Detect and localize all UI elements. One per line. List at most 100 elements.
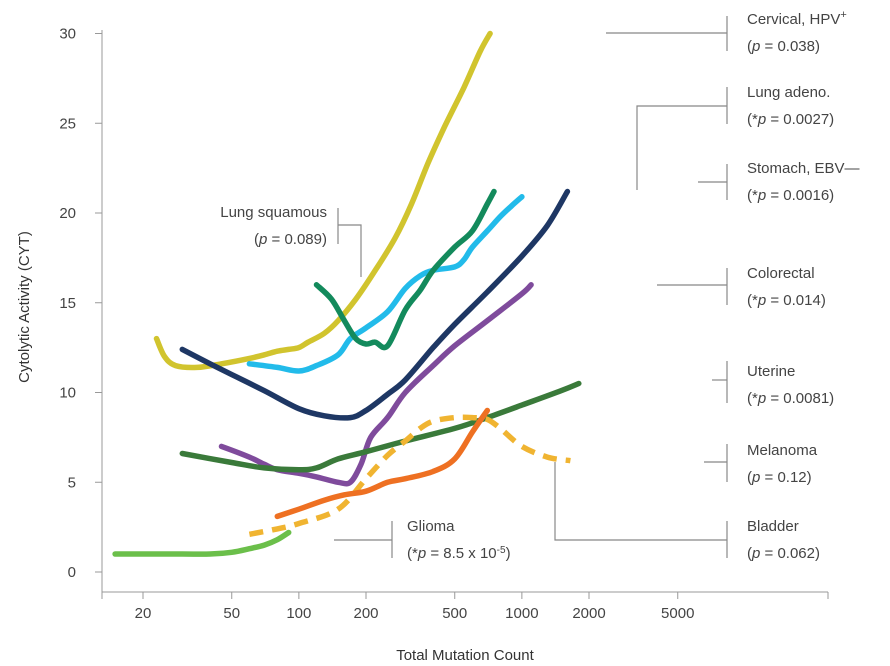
leader-line (636, 105, 727, 190)
pvalue-part: ) (506, 545, 511, 562)
x-ticks: 20 50 100 200 500 1000 2000 5000 (101, 592, 829, 622)
y-tick-label: 20 (59, 205, 76, 222)
pvalue-part: = 0.014) (766, 292, 826, 309)
x-tick-label: 5000 (661, 605, 694, 622)
annotation-lung-squamous: Lung squamous (p = 0.089) (220, 204, 362, 277)
series-line-uterine (179, 380, 582, 473)
pvalue-part: -5 (497, 545, 506, 556)
series-line-stomach-ebv (179, 188, 571, 421)
pvalue-part: (* (747, 292, 758, 309)
annotation-bladder: Bladder(p = 0.062) (554, 462, 820, 562)
series-name-part: Lung adeno. (747, 84, 830, 101)
pvalue-part: = 0.062) (760, 545, 820, 562)
pvalue-part: = 0.0027) (766, 111, 834, 128)
annotation-cervical-hpv: Cervical, HPV+ (p = 0.038) (606, 9, 847, 55)
series-name-part: Cervical, HPV (747, 11, 840, 28)
series-name-part: Melanoma (747, 442, 818, 459)
series-pvalue-label: (p = 0.062) (747, 545, 820, 562)
pvalue-part: p (751, 545, 760, 562)
series-pvalue-label: (*p = 8.5 x 10-5) (407, 545, 511, 563)
pvalue-part: p (417, 545, 426, 562)
y-tick-label: 25 (59, 115, 76, 132)
x-tick-label: 2000 (572, 605, 605, 622)
series-pvalue-label: (*p = 0.014) (747, 292, 826, 309)
series-line-melanoma (248, 414, 571, 537)
series-name-part: — (845, 160, 860, 177)
series-pvalue-label: (p = 0.12) (747, 469, 812, 486)
leader-line (338, 224, 362, 277)
series-name-label: Lung squamous (220, 204, 327, 221)
pvalue-part: = 0.0016) (766, 187, 834, 204)
leader-line (554, 462, 727, 541)
y-axis-title: Cytolytic Activity (CYT) (16, 231, 33, 383)
y-ticks: 0 5 10 15 20 25 30 (59, 26, 102, 581)
annotation-colorectal: Colorectal (*p = 0.014) (657, 265, 826, 309)
series-line-cervical-hpv (153, 30, 493, 371)
series-line-lung-squamous (313, 188, 497, 351)
pvalue-part: p (751, 38, 760, 55)
pvalue-part: (* (407, 545, 418, 562)
pvalue-part: (* (747, 111, 758, 128)
pvalue-part: ( (747, 545, 752, 562)
series-name-label: Bladder (747, 518, 799, 535)
pvalue-part: = 0.089) (267, 231, 327, 248)
x-tick-label: 100 (286, 605, 311, 622)
pvalue-part: p (757, 292, 766, 309)
series-line-colorectal (218, 282, 534, 487)
series-name-label: Colorectal (747, 265, 815, 282)
series-name-part: Lung squamous (220, 204, 327, 221)
series-pvalue-label: (p = 0.089) (254, 231, 327, 248)
pvalue-part: = 8.5 x 10 (426, 545, 496, 562)
y-tick-label: 15 (59, 295, 76, 312)
series-name-part: + (840, 9, 846, 21)
x-tick-label: 500 (442, 605, 467, 622)
pvalue-part: (* (747, 390, 758, 407)
pvalue-part: p (757, 187, 766, 204)
series-name-part: Stomach, EBV (747, 160, 845, 177)
y-tick-label: 5 (68, 474, 76, 491)
pvalue-part: (* (747, 187, 758, 204)
annotation-glioma: Glioma (*p = 8.5 x 10-5) (334, 518, 511, 562)
axes: 0 5 10 15 20 25 30 20 50 100 200 500 1000 2000 5000 (59, 26, 829, 622)
series-line-lung-adeno (246, 194, 525, 374)
series-name-part: Uterine (747, 363, 795, 380)
x-tick-label: 200 (353, 605, 378, 622)
x-tick-label: 1000 (505, 605, 538, 622)
pvalue-part: ( (254, 231, 259, 248)
pvalue-part: = 0.038) (760, 38, 820, 55)
annotation-uterine: Uterine (*p = 0.0081) (712, 361, 834, 407)
x-axis-title: Total Mutation Count (396, 647, 534, 664)
series-name-label: Lung adeno. (747, 84, 830, 101)
series-pvalue-label: (*p = 0.0016) (747, 187, 834, 204)
series-name-label: Stomach, EBV— (747, 160, 860, 177)
y-tick-label: 30 (59, 26, 76, 43)
annotation-stomach-ebv: Stomach, EBV— (*p = 0.0016) (698, 160, 860, 204)
series-name-label: Melanoma (747, 442, 818, 459)
series-line-glioma (112, 529, 292, 557)
x-tick-label: 20 (135, 605, 152, 622)
annotation-lung-adeno: Lung adeno. (*p = 0.0027) (636, 84, 834, 190)
series-name-part: Bladder (747, 518, 799, 535)
series-lines (112, 30, 582, 557)
pvalue-part: ( (747, 38, 752, 55)
series-name-label: Cervical, HPV+ (747, 9, 847, 28)
pvalue-part: p (751, 469, 760, 486)
pvalue-part: p (258, 231, 267, 248)
pvalue-part: = 0.12) (760, 469, 811, 486)
annotation-melanoma: Melanoma (p = 0.12) (704, 442, 818, 486)
series-pvalue-label: (*p = 0.0027) (747, 111, 834, 128)
series-pvalue-label: (*p = 0.0081) (747, 390, 834, 407)
annotations: Cervical, HPV+(p = 0.038)Lung adeno.(*p … (220, 9, 859, 562)
series-name-part: Colorectal (747, 265, 815, 282)
y-tick-label: 0 (68, 564, 76, 581)
series-name-part: Glioma (407, 518, 455, 535)
x-tick-label: 50 (223, 605, 240, 622)
pvalue-part: p (757, 111, 766, 128)
pvalue-part: ( (747, 469, 752, 486)
series-name-label: Glioma (407, 518, 455, 535)
series-line-bladder (274, 407, 491, 520)
series-pvalue-label: (p = 0.038) (747, 38, 820, 55)
pvalue-part: p (757, 390, 766, 407)
pvalue-part: = 0.0081) (766, 390, 834, 407)
